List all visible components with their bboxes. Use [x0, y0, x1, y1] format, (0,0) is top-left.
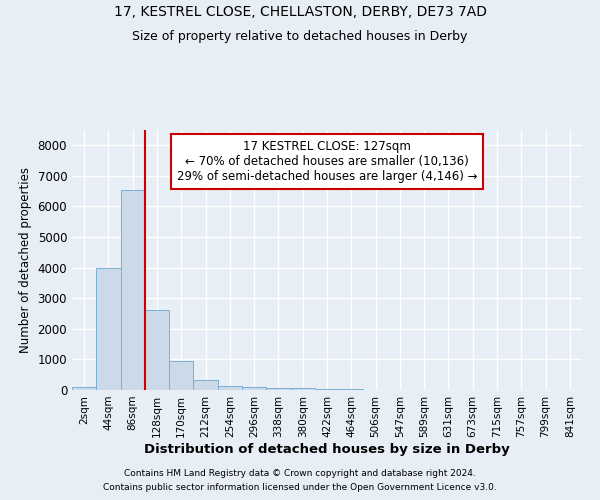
Bar — [169, 360, 193, 390]
Y-axis label: Number of detached properties: Number of detached properties — [19, 167, 32, 353]
Text: Size of property relative to detached houses in Derby: Size of property relative to detached ho… — [133, 30, 467, 43]
Bar — [193, 380, 218, 390]
Bar — [96, 268, 121, 390]
Bar — [121, 190, 145, 390]
Bar — [145, 310, 169, 390]
Text: Distribution of detached houses by size in Derby: Distribution of detached houses by size … — [144, 442, 510, 456]
Bar — [315, 388, 339, 390]
Bar — [339, 388, 364, 390]
Text: 17, KESTREL CLOSE, CHELLASTON, DERBY, DE73 7AD: 17, KESTREL CLOSE, CHELLASTON, DERBY, DE… — [113, 5, 487, 19]
Bar — [72, 387, 96, 390]
Text: Contains public sector information licensed under the Open Government Licence v3: Contains public sector information licen… — [103, 484, 497, 492]
Bar — [266, 388, 290, 390]
Text: 17 KESTREL CLOSE: 127sqm
← 70% of detached houses are smaller (10,136)
29% of se: 17 KESTREL CLOSE: 127sqm ← 70% of detach… — [177, 140, 477, 184]
Text: Contains HM Land Registry data © Crown copyright and database right 2024.: Contains HM Land Registry data © Crown c… — [124, 468, 476, 477]
Bar — [290, 388, 315, 390]
Bar — [218, 386, 242, 390]
Bar — [242, 386, 266, 390]
